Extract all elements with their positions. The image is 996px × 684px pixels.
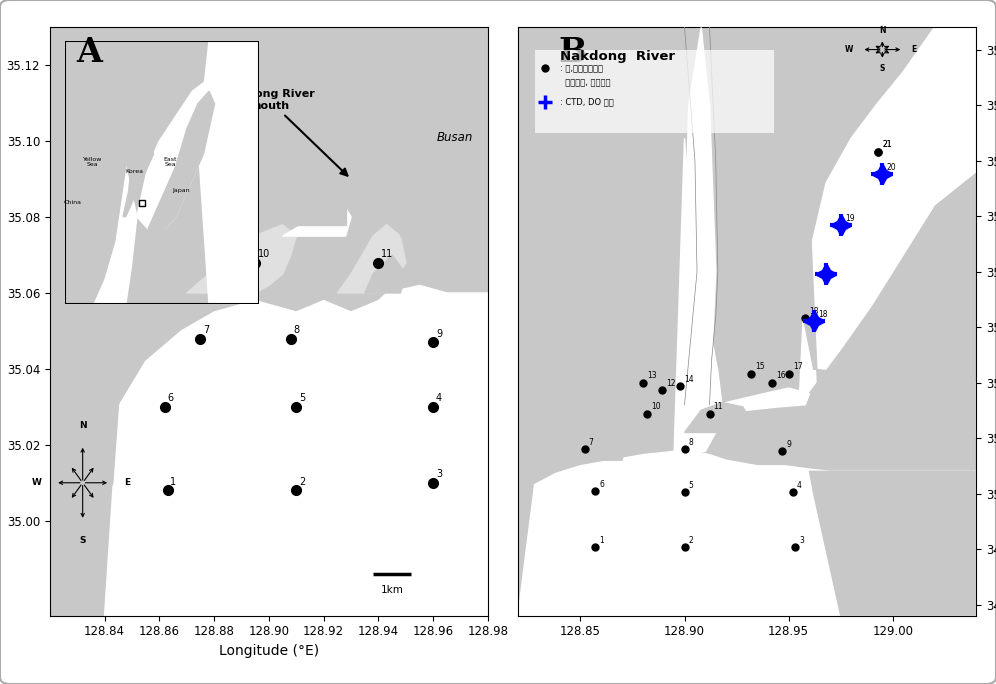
Polygon shape <box>518 451 976 616</box>
Text: 저서생물, 환경조사: 저서생물, 환경조사 <box>560 79 611 88</box>
Text: 11: 11 <box>381 249 393 259</box>
Text: 18: 18 <box>810 307 819 316</box>
Polygon shape <box>705 388 810 410</box>
Text: 21: 21 <box>882 140 891 149</box>
Polygon shape <box>65 142 136 304</box>
Polygon shape <box>535 425 581 451</box>
Polygon shape <box>684 402 751 432</box>
Text: 1: 1 <box>170 477 176 486</box>
Text: Japan: Japan <box>172 187 190 192</box>
Polygon shape <box>148 91 214 254</box>
Text: 13: 13 <box>647 371 656 380</box>
Polygon shape <box>136 79 220 241</box>
Polygon shape <box>810 471 976 616</box>
Text: A: A <box>77 36 103 69</box>
Text: 12: 12 <box>665 379 675 388</box>
Polygon shape <box>186 225 296 293</box>
Text: 21: 21 <box>882 140 891 149</box>
Polygon shape <box>105 285 488 616</box>
Polygon shape <box>283 198 352 236</box>
Text: S: S <box>879 64 885 73</box>
Text: E: E <box>911 45 916 54</box>
Text: W: W <box>845 45 854 54</box>
Text: 6: 6 <box>167 393 173 403</box>
Polygon shape <box>50 27 186 236</box>
Text: 8: 8 <box>688 438 693 447</box>
Text: 1km: 1km <box>380 586 403 595</box>
Text: 8: 8 <box>294 325 300 334</box>
Text: 6: 6 <box>600 480 604 489</box>
Text: 3: 3 <box>436 469 442 479</box>
Polygon shape <box>291 27 346 225</box>
Text: 4: 4 <box>436 393 442 403</box>
Polygon shape <box>365 255 405 293</box>
Polygon shape <box>296 263 338 293</box>
Text: E: E <box>124 478 129 487</box>
Polygon shape <box>684 27 714 410</box>
Text: 17: 17 <box>793 363 803 371</box>
Text: East
Sea: East Sea <box>163 157 177 168</box>
Text: N: N <box>79 421 87 430</box>
Text: 7: 7 <box>203 325 209 334</box>
Text: 16: 16 <box>776 371 786 380</box>
Polygon shape <box>674 138 722 451</box>
Text: : CTD, DO 측정: : CTD, DO 측정 <box>560 97 614 106</box>
Polygon shape <box>799 27 976 405</box>
Text: 2: 2 <box>688 536 693 544</box>
Polygon shape <box>680 27 716 410</box>
Text: Nakdong River
mouth: Nakdong River mouth <box>223 89 348 176</box>
Text: Nakdong  River: Nakdong River <box>560 49 674 62</box>
Text: 11: 11 <box>714 402 723 411</box>
Polygon shape <box>793 205 976 438</box>
Text: B: B <box>559 36 587 69</box>
Text: 15: 15 <box>755 363 765 371</box>
Y-axis label: Latitude (°N): Latitude (°N) <box>0 276 1 367</box>
Text: 14: 14 <box>684 375 694 384</box>
Polygon shape <box>124 129 153 217</box>
Text: China: China <box>64 200 82 205</box>
Polygon shape <box>65 91 125 304</box>
Bar <box>65 41 259 304</box>
Text: Yellow
Sea: Yellow Sea <box>83 157 103 168</box>
Text: : 동,식물플랑크튴: : 동,식물플랑크튴 <box>560 64 603 73</box>
Text: 18: 18 <box>818 311 828 319</box>
Text: 1: 1 <box>600 536 604 544</box>
Text: 5: 5 <box>688 481 693 490</box>
Text: 4: 4 <box>797 481 802 490</box>
Text: 7: 7 <box>589 438 594 447</box>
Text: Busan: Busan <box>437 131 473 144</box>
Text: 19: 19 <box>845 213 855 223</box>
Text: Korea: Korea <box>125 169 143 174</box>
X-axis label: Longitude (°E): Longitude (°E) <box>219 644 319 658</box>
Text: 9: 9 <box>787 440 792 449</box>
Text: 9: 9 <box>436 328 442 339</box>
Text: 2: 2 <box>299 477 306 486</box>
Polygon shape <box>556 418 626 460</box>
Polygon shape <box>338 225 405 293</box>
Text: 20: 20 <box>886 163 896 172</box>
Text: N: N <box>879 26 885 35</box>
Text: W: W <box>32 478 42 487</box>
Polygon shape <box>400 27 488 236</box>
Text: 3: 3 <box>799 536 804 544</box>
Polygon shape <box>198 41 259 304</box>
Text: 10: 10 <box>651 402 660 411</box>
Polygon shape <box>50 27 126 616</box>
Text: 5: 5 <box>299 393 306 403</box>
Text: 10: 10 <box>258 249 270 259</box>
Text: S: S <box>80 536 86 545</box>
Bar <box>535 49 774 133</box>
